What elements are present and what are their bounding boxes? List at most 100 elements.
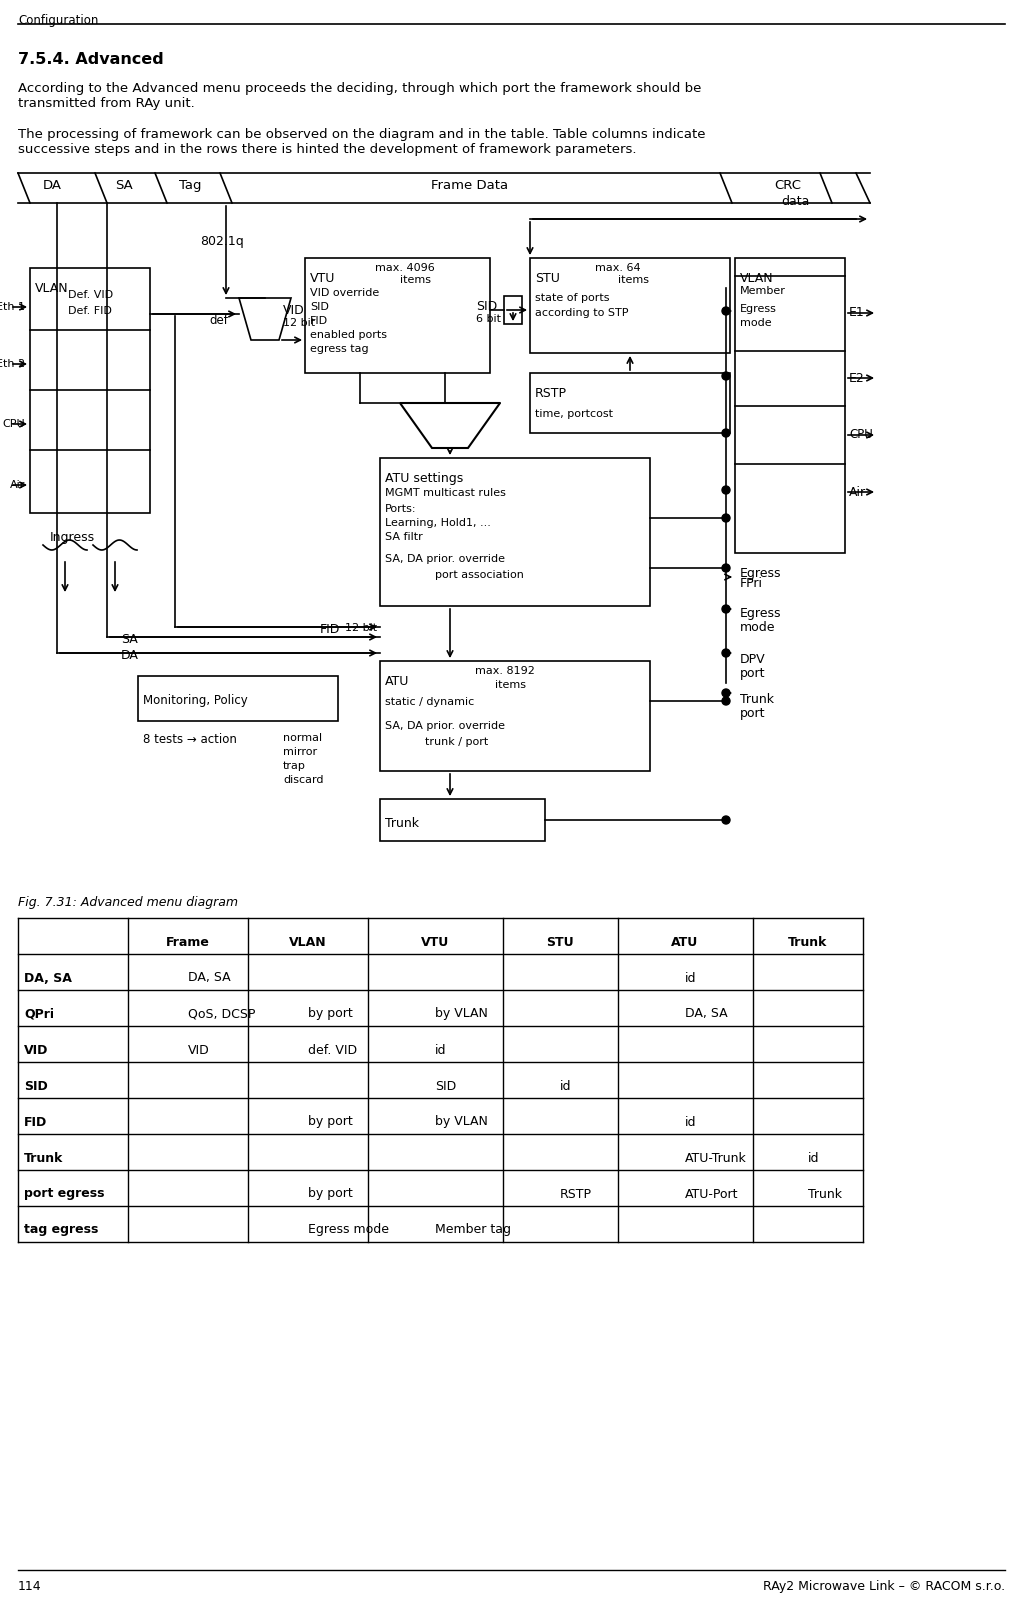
Text: ATU settings: ATU settings bbox=[385, 472, 463, 484]
Text: Ingress: Ingress bbox=[50, 531, 95, 544]
Text: items: items bbox=[618, 275, 649, 285]
Text: Ports:: Ports: bbox=[385, 504, 416, 513]
Text: SA, DA prior. override: SA, DA prior. override bbox=[385, 721, 505, 731]
Text: Egress mode: Egress mode bbox=[308, 1223, 389, 1236]
Text: E1: E1 bbox=[849, 307, 864, 320]
Text: Trunk: Trunk bbox=[789, 935, 828, 948]
Text: ATU-Trunk: ATU-Trunk bbox=[685, 1151, 747, 1164]
Text: def. VID: def. VID bbox=[308, 1044, 357, 1057]
Text: 12 bit: 12 bit bbox=[283, 318, 315, 328]
Text: SA: SA bbox=[121, 633, 138, 646]
Text: according to STP: according to STP bbox=[535, 309, 628, 318]
Circle shape bbox=[722, 307, 730, 315]
Text: port egress: port egress bbox=[24, 1188, 104, 1201]
Text: QPri: QPri bbox=[24, 1007, 54, 1020]
Bar bbox=[138, 676, 338, 721]
Text: QoS, DCSP: QoS, DCSP bbox=[188, 1007, 256, 1020]
Bar bbox=[380, 457, 650, 606]
Text: SA: SA bbox=[116, 179, 133, 192]
Text: RSTP: RSTP bbox=[535, 387, 567, 400]
Text: by port: by port bbox=[308, 1116, 353, 1129]
Text: DA, SA: DA, SA bbox=[685, 1007, 727, 1020]
Text: Tag: Tag bbox=[179, 179, 202, 192]
Text: state of ports: state of ports bbox=[535, 293, 610, 302]
Text: DPV: DPV bbox=[740, 652, 765, 667]
Polygon shape bbox=[400, 403, 500, 448]
Text: max. 8192: max. 8192 bbox=[475, 667, 535, 676]
Text: VTU: VTU bbox=[310, 272, 336, 285]
Text: VID: VID bbox=[283, 304, 305, 317]
Text: Frame: Frame bbox=[166, 935, 210, 948]
Text: 12 bit: 12 bit bbox=[345, 624, 377, 633]
Text: Trunk: Trunk bbox=[740, 692, 774, 707]
Circle shape bbox=[722, 373, 730, 381]
Text: ATU: ATU bbox=[385, 675, 409, 688]
Text: Monitoring, Policy: Monitoring, Policy bbox=[143, 694, 248, 707]
Text: by port: by port bbox=[308, 1188, 353, 1201]
Text: Trunk: Trunk bbox=[385, 817, 419, 830]
Text: DA: DA bbox=[43, 179, 61, 192]
Text: VLAN: VLAN bbox=[740, 272, 773, 285]
Text: ATU: ATU bbox=[671, 935, 699, 948]
Text: 114: 114 bbox=[18, 1580, 42, 1593]
Bar bbox=[380, 660, 650, 771]
Text: port association: port association bbox=[435, 569, 524, 580]
Text: RAy2 Microwave Link – © RACOM s.r.o.: RAy2 Microwave Link – © RACOM s.r.o. bbox=[763, 1580, 1005, 1593]
Text: max. 4096: max. 4096 bbox=[375, 262, 435, 273]
Text: CPU: CPU bbox=[849, 429, 873, 441]
Bar bbox=[30, 269, 150, 513]
Circle shape bbox=[722, 429, 730, 437]
Text: According to the Advanced menu proceeds the deciding, through which port the fra: According to the Advanced menu proceeds … bbox=[18, 82, 702, 110]
Text: def: def bbox=[209, 313, 228, 328]
Text: Def. VID: Def. VID bbox=[68, 289, 114, 301]
Text: max. 64: max. 64 bbox=[595, 262, 640, 273]
Text: Trunk: Trunk bbox=[24, 1151, 63, 1164]
Text: by VLAN: by VLAN bbox=[435, 1007, 488, 1020]
Text: SID: SID bbox=[476, 301, 497, 313]
Text: port: port bbox=[740, 707, 765, 720]
Circle shape bbox=[722, 689, 730, 697]
Bar bbox=[530, 257, 730, 353]
Bar bbox=[380, 800, 545, 841]
Text: id: id bbox=[685, 1116, 697, 1129]
Polygon shape bbox=[239, 297, 291, 341]
Text: normal: normal bbox=[283, 732, 322, 744]
Text: ATU-Port: ATU-Port bbox=[685, 1188, 739, 1201]
Text: RSTP: RSTP bbox=[560, 1188, 592, 1201]
Text: Learning, Hold1, ...: Learning, Hold1, ... bbox=[385, 518, 491, 528]
Text: E2: E2 bbox=[849, 371, 864, 384]
Text: SID: SID bbox=[435, 1079, 456, 1092]
Text: id: id bbox=[808, 1151, 819, 1164]
Text: Egress: Egress bbox=[740, 568, 782, 580]
Circle shape bbox=[722, 564, 730, 572]
Circle shape bbox=[722, 649, 730, 657]
Text: id: id bbox=[560, 1079, 572, 1092]
Text: Egress: Egress bbox=[740, 304, 776, 313]
Text: by VLAN: by VLAN bbox=[435, 1116, 488, 1129]
Circle shape bbox=[722, 604, 730, 612]
Text: Eth 1: Eth 1 bbox=[0, 302, 25, 312]
Circle shape bbox=[722, 513, 730, 521]
Text: Frame Data: Frame Data bbox=[432, 179, 508, 192]
Text: egress tag: egress tag bbox=[310, 344, 368, 353]
Text: VTU: VTU bbox=[420, 935, 449, 948]
Text: DA, SA: DA, SA bbox=[24, 972, 72, 985]
Text: SID: SID bbox=[24, 1079, 48, 1092]
Text: static / dynamic: static / dynamic bbox=[385, 697, 475, 707]
Text: FPri: FPri bbox=[740, 577, 763, 590]
Text: VID: VID bbox=[24, 1044, 48, 1057]
Text: Trunk: Trunk bbox=[808, 1188, 842, 1201]
Text: 8 tests → action: 8 tests → action bbox=[143, 732, 237, 747]
Text: port: port bbox=[740, 667, 765, 680]
Text: tag egress: tag egress bbox=[24, 1223, 98, 1236]
Text: Def. FID: Def. FID bbox=[68, 305, 112, 317]
Text: id: id bbox=[685, 972, 697, 985]
Text: Air: Air bbox=[849, 486, 866, 499]
Text: trunk / port: trunk / port bbox=[425, 737, 488, 747]
Text: MGMT multicast rules: MGMT multicast rules bbox=[385, 488, 506, 497]
Text: DA: DA bbox=[121, 649, 139, 662]
Text: Air: Air bbox=[9, 480, 25, 489]
Text: mirror: mirror bbox=[283, 747, 317, 756]
Text: id: id bbox=[435, 1044, 446, 1057]
Text: SID: SID bbox=[310, 302, 328, 312]
